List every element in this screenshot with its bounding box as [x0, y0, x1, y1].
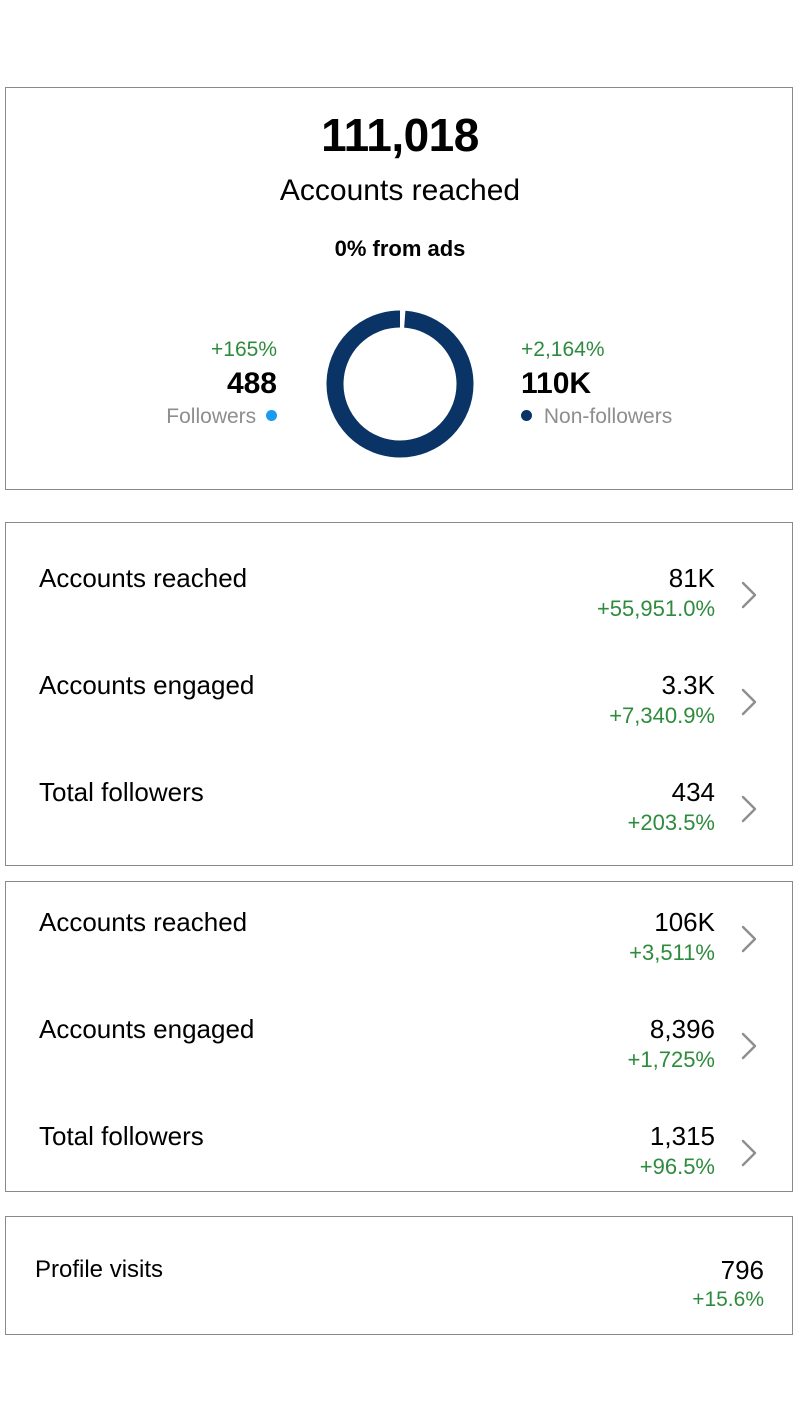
metric-row-accounts-reached[interactable]: Accounts reached 81K +55,951.0% [6, 561, 792, 641]
metric-value: 1,315 [649, 1121, 715, 1151]
metric-change: +3,511% [629, 940, 715, 965]
metric-label: Accounts reached [39, 907, 248, 937]
accounts-reached-title: Accounts reached [279, 174, 521, 207]
metric-change: +55,951.0% [596, 596, 715, 621]
accounts-reached-total: 111,018 [321, 109, 479, 161]
metric-label: Accounts engaged [39, 670, 255, 700]
metric-value: 8,396 [649, 1014, 715, 1044]
reach-donut-chart [326, 310, 474, 458]
chevron-right-icon[interactable] [736, 580, 762, 610]
followers-legend: Followers [17, 402, 277, 432]
metric-row-total-followers[interactable]: Total followers 434 +203.5% [6, 775, 792, 855]
non-followers-value: 110K [521, 367, 592, 400]
chevron-right-icon[interactable] [736, 794, 762, 824]
non-followers-change: +2,164% [521, 338, 605, 361]
metric-change: +1,725% [627, 1047, 715, 1072]
non-followers-legend-dot [521, 409, 532, 421]
metric-value: 3.3K [661, 670, 716, 700]
chevron-right-icon[interactable] [736, 687, 762, 717]
metric-change: +96.5% [639, 1154, 715, 1179]
donut-slice-non-followers [326, 310, 474, 458]
chevron-right-icon[interactable] [736, 1138, 762, 1168]
metrics-card: Accounts reached 81K +55,951.0% Accounts… [5, 522, 793, 866]
chevron-right-icon[interactable] [736, 924, 762, 954]
metric-label: Accounts engaged [39, 1014, 255, 1044]
non-followers-legend: Non-followers [521, 402, 781, 432]
profile-visits-label: Profile visits [35, 1256, 164, 1283]
metric-value: 106K [654, 907, 715, 937]
metric-label: Accounts reached [39, 563, 248, 593]
non-followers-legend-label: Non-followers [543, 405, 673, 428]
followers-stat: +165% 488 Followers [17, 338, 277, 432]
profile-visits-value: 796 [720, 1255, 764, 1285]
metric-label: Total followers [39, 1121, 204, 1151]
profile-visits-change: +15.6% [692, 1288, 764, 1311]
followers-value: 488 [226, 367, 277, 400]
metric-row-accounts-reached[interactable]: Accounts reached 106K +3,511% [6, 905, 792, 985]
profile-visits-card[interactable]: Profile visits 796 +15.6% [5, 1216, 793, 1335]
chevron-right-icon[interactable] [736, 1031, 762, 1061]
accounts-reached-summary-card [5, 87, 793, 490]
metric-label: Total followers [39, 777, 204, 807]
metric-row-accounts-engaged[interactable]: Accounts engaged 8,396 +1,725% [6, 1012, 792, 1092]
metric-change: +7,340.9% [609, 703, 715, 728]
metric-row-total-followers[interactable]: Total followers 1,315 +96.5% [6, 1119, 792, 1199]
metric-value: 434 [671, 777, 715, 807]
ads-percentage: 0% from ads [334, 236, 466, 261]
metric-value: 81K [668, 563, 715, 593]
followers-change: +165% [211, 338, 277, 361]
metrics-card: Accounts reached 106K +3,511% Accounts e… [5, 881, 793, 1192]
donut-slice-followers [326, 310, 474, 458]
metric-change: +203.5% [627, 810, 715, 835]
non-followers-stat: +2,164% 110K Non-followers [521, 338, 781, 432]
metric-row-accounts-engaged[interactable]: Accounts engaged 3.3K +7,340.9% [6, 668, 792, 748]
followers-legend-label: Followers [166, 405, 257, 428]
followers-legend-dot [266, 409, 277, 421]
